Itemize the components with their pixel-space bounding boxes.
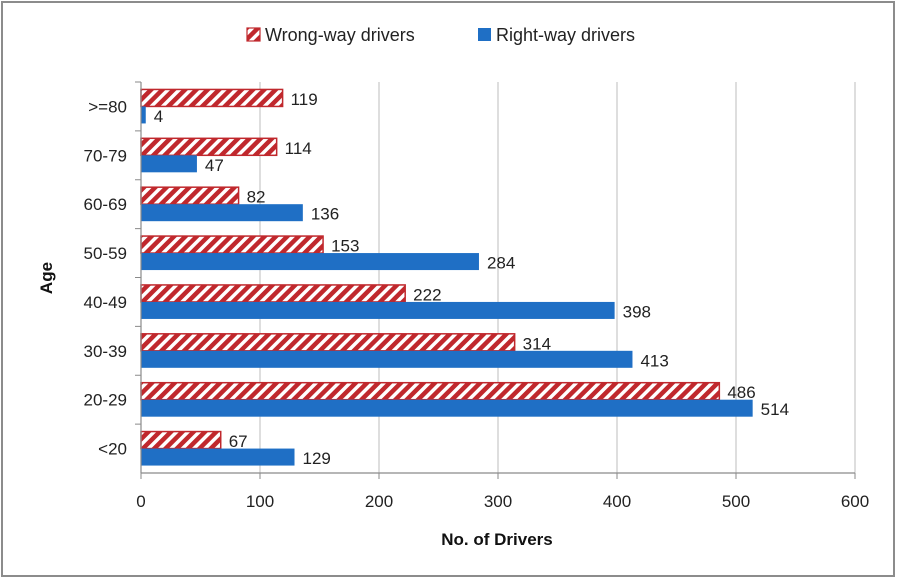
x-tick-label: 400 bbox=[603, 492, 631, 511]
x-tick-label: 300 bbox=[484, 492, 512, 511]
bar-wrong-way bbox=[140, 381, 721, 401]
x-tick-label: 200 bbox=[365, 492, 393, 511]
bar-right-way bbox=[141, 204, 303, 222]
bar-right-way bbox=[141, 106, 146, 124]
data-label: 67 bbox=[229, 432, 248, 451]
y-tick-label: 60-69 bbox=[84, 195, 127, 214]
data-label: 114 bbox=[285, 139, 312, 158]
y-tick-label: 30-39 bbox=[84, 342, 127, 361]
x-tick-label: 100 bbox=[246, 492, 274, 511]
bar-wrong-way bbox=[140, 235, 324, 254]
data-label: 82 bbox=[247, 188, 266, 207]
bar-right-way bbox=[141, 448, 295, 466]
y-tick-label: 20-29 bbox=[84, 391, 127, 410]
data-label: 47 bbox=[205, 156, 224, 175]
data-label: 398 bbox=[623, 302, 651, 321]
legend-label: Right-way drivers bbox=[496, 25, 635, 45]
y-tick-label: 70-79 bbox=[84, 146, 127, 165]
data-label: 486 bbox=[727, 383, 755, 402]
data-label: 129 bbox=[303, 449, 331, 468]
y-axis-title: Age bbox=[37, 262, 56, 294]
y-tick-label: <20 bbox=[98, 440, 127, 459]
x-axis-title: No. of Drivers bbox=[441, 530, 552, 549]
legend-swatch-wrong-way bbox=[246, 27, 261, 42]
y-tick-label: 40-49 bbox=[84, 293, 127, 312]
bar-wrong-way bbox=[140, 137, 278, 157]
axes: 0 100 200 300 400 500 600 <20 20-29 30-39 40-49 50-… bbox=[84, 81, 869, 511]
legend-swatch-right-way bbox=[478, 28, 491, 41]
bar-right-way bbox=[141, 155, 197, 173]
data-label: 413 bbox=[640, 351, 668, 370]
bar-wrong-way bbox=[140, 430, 222, 450]
y-tick-label: 50-59 bbox=[84, 244, 127, 263]
bars bbox=[140, 88, 753, 466]
data-label: 153 bbox=[331, 237, 359, 256]
data-labels: 67 129 486 514 314 413 222 398 153 284 82 136 114 47 1… bbox=[154, 90, 789, 468]
data-label: 4 bbox=[154, 107, 163, 126]
x-tick-label: 600 bbox=[841, 492, 869, 511]
data-label: 514 bbox=[761, 400, 789, 419]
data-label: 284 bbox=[487, 254, 515, 273]
y-tick-label: >=80 bbox=[88, 97, 127, 116]
data-label: 136 bbox=[311, 205, 339, 224]
data-label: 222 bbox=[413, 285, 441, 304]
x-tick-label: 0 bbox=[136, 492, 145, 511]
data-label: 119 bbox=[291, 90, 318, 109]
data-label: 314 bbox=[523, 334, 551, 353]
bar-wrong-way bbox=[140, 284, 406, 303]
bar-right-way bbox=[141, 253, 479, 271]
bar-right-way bbox=[141, 350, 633, 368]
bar-wrong-way bbox=[140, 88, 284, 108]
bar-wrong-way bbox=[140, 186, 240, 205]
legend-label: Wrong-way drivers bbox=[265, 25, 415, 45]
legend: Wrong-way drivers Right-way drivers bbox=[246, 25, 635, 45]
bar-right-way bbox=[141, 399, 753, 417]
x-tick-label: 500 bbox=[722, 492, 750, 511]
bar-wrong-way bbox=[140, 333, 516, 352]
bar-right-way bbox=[141, 301, 615, 319]
